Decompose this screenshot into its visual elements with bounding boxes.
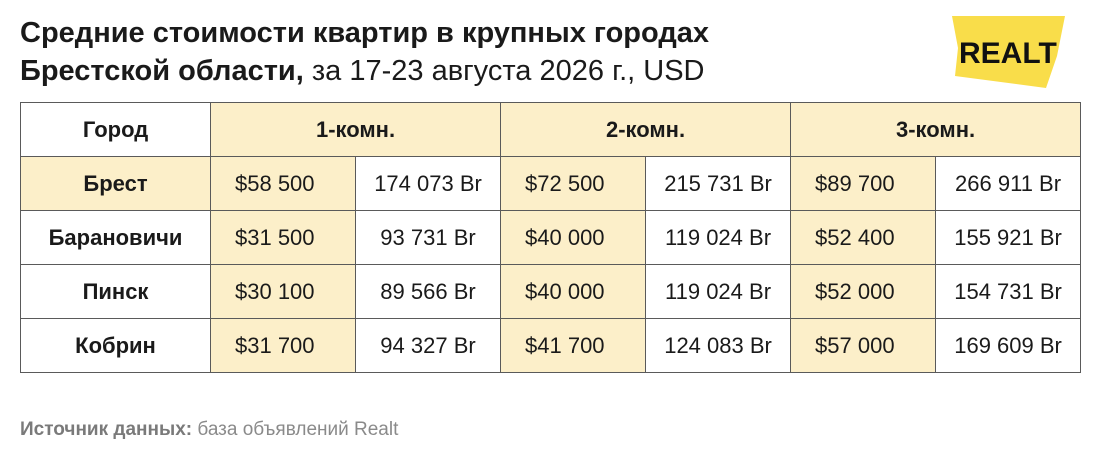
table-row: Брест $58 500 174 073 Br $72 500 215 731… [20,156,1082,211]
usd-cell: $40 000 [500,264,647,319]
usd-cell: $57 000 [790,318,937,373]
source-text: база объявлений Realt [192,419,399,440]
table-row: Пинск $30 100 89 566 Br $40 000 119 024 … [20,264,1082,319]
table-row: Кобрин $31 700 94 327 Br $41 700 124 083… [20,318,1082,373]
header-2-room: 2-комн. [500,102,792,157]
usd-cell: $31 700 [210,318,356,373]
table-row: Барановичи $31 500 93 731 Br $40 000 119… [20,210,1082,265]
city-cell: Пинск [20,264,211,319]
usd-cell: $58 500 [210,156,356,211]
title-line-2: Брестской области, за 17-23 августа 2026… [20,52,920,90]
header-city: Город [20,102,211,157]
title-region: Брестской области, [20,55,304,87]
usd-cell: $40 000 [500,210,647,265]
byn-cell: 174 073 Br [354,156,502,211]
byn-cell: 155 921 Br [935,210,1082,265]
byn-cell: 93 731 Br [354,210,502,265]
usd-cell: $30 100 [210,264,356,319]
chart-title: Средние стоимости квартир в крупных горо… [20,14,920,90]
usd-cell: $52 400 [790,210,937,265]
title-period: за 17-23 августа 2026 г., USD [303,55,705,87]
realt-logo: RЕALT [947,12,1077,92]
city-cell: Кобрин [20,318,211,373]
logo-flag-icon [952,16,1065,88]
byn-cell: 94 327 Br [354,318,502,373]
usd-cell: $52 000 [790,264,937,319]
city-cell: Брест [20,156,211,211]
byn-cell: 119 024 Br [645,264,792,319]
byn-cell: 124 083 Br [645,318,792,373]
city-cell: Барановичи [20,210,211,265]
byn-cell: 89 566 Br [354,264,502,319]
header-1-room: 1-комн. [209,102,502,157]
title-line-1: Средние стоимости квартир в крупных горо… [20,17,710,49]
usd-cell: $72 500 [500,156,647,211]
source-label: Источник данных: [20,419,193,440]
usd-cell: $89 700 [790,156,937,211]
header-row: Город 1-комн. 2-комн. 3-комн. [20,102,1082,157]
logo-text: RЕALT [959,37,1057,70]
byn-cell: 154 731 Br [935,264,1082,319]
byn-cell: 215 731 Br [645,156,792,211]
usd-cell: $41 700 [500,318,647,373]
usd-cell: $31 500 [210,210,356,265]
price-table: Город 1-комн. 2-комн. 3-комн. Брест $58 … [20,102,1082,373]
header-3-room: 3-комн. [790,102,1082,157]
byn-cell: 266 911 Br [935,156,1082,211]
byn-cell: 169 609 Br [935,318,1082,373]
byn-cell: 119 024 Br [645,210,792,265]
data-source: Источник данных: база объявлений Realt [20,419,398,441]
